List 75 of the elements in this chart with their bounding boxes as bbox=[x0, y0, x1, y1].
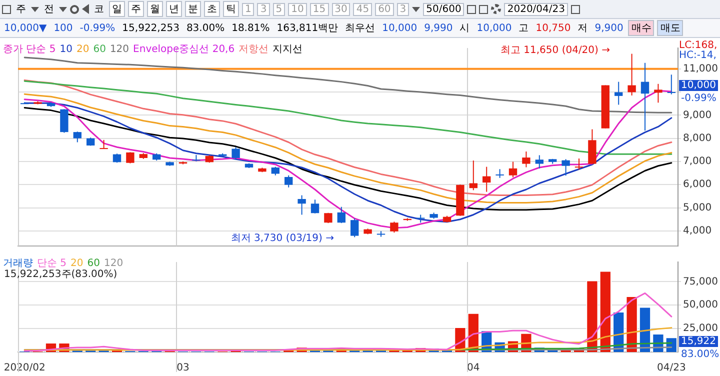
series-label: 120 bbox=[110, 44, 130, 54]
text: 10,000 bbox=[679, 80, 718, 91]
text: 10,000▼ bbox=[3, 22, 48, 34]
text: 매도 bbox=[657, 20, 684, 36]
annotation: 최저 3,730 (03/19) → bbox=[230, 232, 334, 245]
text: 10 bbox=[60, 44, 72, 54]
x-tick-label: 2020/02 bbox=[4, 362, 46, 374]
text: 1 bbox=[242, 2, 254, 16]
text: 15 bbox=[310, 2, 329, 16]
text: 분 bbox=[185, 1, 201, 17]
text: 전 bbox=[43, 3, 55, 16]
text: 3 bbox=[396, 2, 410, 16]
text: 60 bbox=[93, 44, 106, 54]
text: 월 bbox=[147, 1, 163, 17]
text: 시 bbox=[458, 22, 471, 35]
text: 매수 bbox=[628, 20, 654, 36]
text: 10 bbox=[288, 2, 307, 16]
text: 초 bbox=[204, 1, 220, 17]
text: 지지선 bbox=[272, 43, 303, 56]
text: 주 bbox=[15, 3, 27, 16]
text: 20 bbox=[70, 258, 84, 268]
text: 5 bbox=[272, 2, 286, 16]
x-tick-label: 04/23 bbox=[656, 362, 686, 374]
text: 3 bbox=[257, 2, 270, 16]
text: 20 bbox=[76, 44, 90, 54]
annotation: Envelope중심선 20,6 bbox=[133, 43, 235, 56]
annotation: 15,922,253주(83.00%) bbox=[4, 268, 118, 281]
y-tick-label: 7,000 bbox=[683, 156, 712, 168]
text: 종가 단순 5 bbox=[3, 43, 56, 56]
text: 30 bbox=[332, 2, 350, 16]
y-tick-label: 50,000 bbox=[683, 300, 718, 311]
text: 10,000 bbox=[381, 22, 418, 34]
text: 60 bbox=[87, 258, 100, 268]
text: 거래량 bbox=[3, 257, 33, 269]
text: 120 bbox=[104, 258, 124, 268]
text: HC:-14, bbox=[679, 50, 716, 61]
text: 일 bbox=[109, 1, 125, 17]
y-tick-label: 11,000 bbox=[683, 63, 718, 74]
y-tick-label: 5,000 bbox=[683, 202, 712, 214]
text: 고 bbox=[518, 22, 530, 35]
text: 최우선 bbox=[344, 22, 376, 35]
text: 10,000 bbox=[476, 22, 513, 34]
text: 100 bbox=[52, 22, 74, 34]
text: 저항선 bbox=[238, 43, 269, 56]
text: 10,750 bbox=[534, 22, 572, 34]
y-tick-label: 25,000 bbox=[683, 323, 718, 334]
text: 83.00% bbox=[681, 349, 720, 360]
text: 주 bbox=[128, 1, 144, 17]
text: -0.99% bbox=[681, 93, 716, 104]
y-tick-label: 4,000 bbox=[683, 226, 712, 237]
x-tick-label: 03 bbox=[176, 362, 190, 374]
text: 년 bbox=[166, 1, 182, 17]
y-tick-label: 9,000 bbox=[683, 110, 712, 121]
text: -0.99% bbox=[78, 22, 116, 34]
text: 9,900 bbox=[594, 22, 624, 34]
text: 163,811백만 bbox=[276, 22, 340, 35]
text: 15,922 bbox=[679, 336, 718, 347]
text: 틱 bbox=[223, 1, 239, 17]
y-tick-label: 75,000 bbox=[683, 276, 718, 288]
y-tick-label: 6,000 bbox=[683, 179, 712, 190]
text: 15,922,253 bbox=[121, 22, 180, 34]
text: 45 bbox=[353, 2, 372, 16]
annotation: 최고 11,650 (04/20) → bbox=[500, 44, 610, 57]
text: 60 bbox=[375, 2, 394, 16]
y-tick-label: 8,000 bbox=[683, 132, 712, 144]
text: 단순 5 bbox=[37, 257, 67, 269]
text: 코 bbox=[93, 3, 105, 16]
x-tick-label: 04 bbox=[467, 362, 480, 374]
text: 9,990 bbox=[423, 22, 454, 34]
text: 83.00% bbox=[185, 22, 226, 34]
text: 50/600 bbox=[423, 2, 464, 16]
text: 저 bbox=[576, 22, 589, 35]
text: 2020/04/23 bbox=[504, 2, 568, 16]
text: 18.81% bbox=[230, 22, 271, 34]
text: LC:168, bbox=[679, 40, 718, 51]
